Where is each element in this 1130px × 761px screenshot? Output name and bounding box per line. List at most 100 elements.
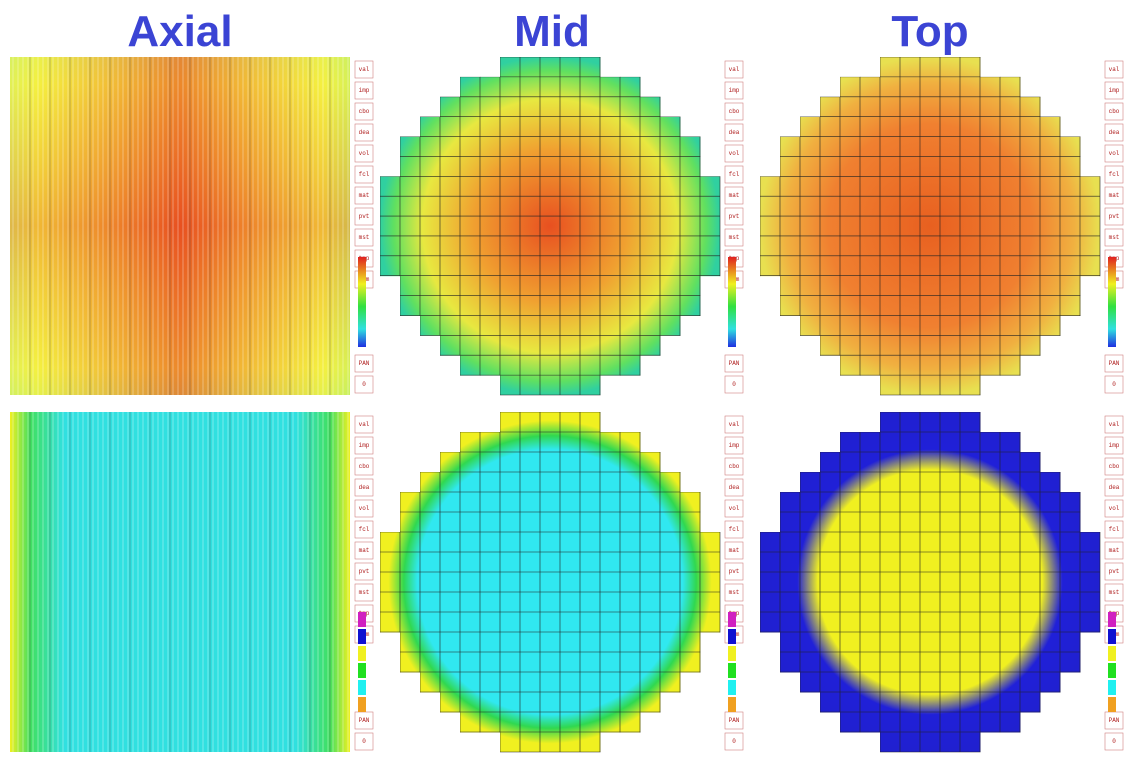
menu-button[interactable]: [1104, 81, 1124, 100]
menu-label: pvt: [729, 568, 740, 575]
menu-button[interactable]: [354, 123, 374, 142]
menu-button[interactable]: [354, 415, 374, 434]
menu-button[interactable]: [1104, 60, 1124, 79]
colorbar-swatch: [1108, 680, 1116, 695]
menu-label: val: [1109, 66, 1120, 73]
menu-button[interactable]: [724, 732, 744, 751]
menu-label: mst: [359, 589, 370, 596]
menu-label: 0: [362, 381, 366, 388]
menu-button[interactable]: [724, 436, 744, 455]
menu-button[interactable]: [724, 207, 744, 226]
menu-label: mat: [729, 547, 740, 554]
menu-label: vol: [729, 150, 740, 157]
menu-label: dea: [729, 484, 740, 491]
menu-label: val: [1109, 421, 1120, 428]
menu-button[interactable]: [354, 732, 374, 751]
colorbar-swatch: [728, 646, 736, 661]
menu-button[interactable]: [1104, 102, 1124, 121]
menu-button[interactable]: [724, 123, 744, 142]
menu-button[interactable]: [724, 520, 744, 539]
menu-label: cbo: [729, 463, 740, 470]
menu-button[interactable]: [1104, 144, 1124, 163]
menu-button[interactable]: [1104, 228, 1124, 247]
menu-button[interactable]: [724, 583, 744, 602]
menu-button[interactable]: [354, 457, 374, 476]
menu-button[interactable]: [724, 186, 744, 205]
menu-label: mat: [729, 192, 740, 199]
column-title: Mid: [514, 7, 590, 56]
menu-button[interactable]: [724, 60, 744, 79]
menu-button[interactable]: [724, 165, 744, 184]
menu-button[interactable]: [1104, 541, 1124, 560]
menu-button[interactable]: [354, 436, 374, 455]
menu-button[interactable]: [724, 499, 744, 518]
menu-button[interactable]: [1104, 415, 1124, 434]
menu-button[interactable]: [724, 457, 744, 476]
menu-label: imp: [729, 442, 740, 449]
menu-button[interactable]: [724, 541, 744, 560]
menu-button[interactable]: [1104, 520, 1124, 539]
menu-label: vol: [1109, 505, 1120, 512]
menu-button[interactable]: [724, 562, 744, 581]
simulation-panel: [10, 412, 350, 752]
menu-label: pvt: [359, 213, 370, 220]
menu-button[interactable]: [1104, 583, 1124, 602]
menu-label: pvt: [1109, 568, 1120, 575]
menu-label: cbo: [729, 108, 740, 115]
colorbar: [1108, 257, 1116, 347]
menu-button[interactable]: [724, 478, 744, 497]
colorbar: [358, 257, 366, 347]
menu-label: 0: [362, 738, 366, 745]
menu-button[interactable]: [354, 354, 374, 373]
menu-button[interactable]: [354, 102, 374, 121]
menu-button[interactable]: [354, 520, 374, 539]
menu-label: PAN: [729, 360, 740, 367]
colorbar-swatch: [728, 680, 736, 695]
colorbar-swatch: [358, 646, 366, 661]
menu-button[interactable]: [354, 375, 374, 394]
menu-button[interactable]: [1104, 478, 1124, 497]
menu-button[interactable]: [1104, 123, 1124, 142]
menu-button[interactable]: [354, 583, 374, 602]
menu-button[interactable]: [724, 228, 744, 247]
field-map: [760, 412, 1100, 752]
menu-label: cbo: [359, 108, 370, 115]
menu-button[interactable]: [1104, 436, 1124, 455]
menu-button[interactable]: [1104, 375, 1124, 394]
menu-button[interactable]: [724, 415, 744, 434]
simulation-panel: [760, 57, 1101, 396]
menu-button[interactable]: [724, 81, 744, 100]
menu-label: cbo: [1109, 463, 1120, 470]
menu-button[interactable]: [1104, 499, 1124, 518]
menu-label: mst: [1109, 589, 1120, 596]
menu-button[interactable]: [354, 228, 374, 247]
colorbar-swatch: [1108, 663, 1116, 678]
menu-button[interactable]: [1104, 165, 1124, 184]
menu-button[interactable]: [354, 499, 374, 518]
menu-button[interactable]: [1104, 457, 1124, 476]
menu-button[interactable]: [354, 60, 374, 79]
menu-label: cbo: [1109, 108, 1120, 115]
menu-button[interactable]: [724, 375, 744, 394]
menu-button[interactable]: [354, 478, 374, 497]
menu-button[interactable]: [1104, 354, 1124, 373]
menu-button[interactable]: [354, 541, 374, 560]
menu-label: mat: [1109, 192, 1120, 199]
menu-label: fcl: [729, 526, 740, 533]
menu-button[interactable]: [1104, 562, 1124, 581]
menu-button[interactable]: [724, 102, 744, 121]
menu-button[interactable]: [1104, 186, 1124, 205]
column-title: Axial: [127, 7, 232, 56]
menu-button[interactable]: [354, 144, 374, 163]
menu-button[interactable]: [1104, 732, 1124, 751]
menu-button[interactable]: [1104, 207, 1124, 226]
menu-button[interactable]: [354, 562, 374, 581]
menu-label: cbo: [359, 463, 370, 470]
menu-button[interactable]: [354, 186, 374, 205]
colorbar-swatch: [358, 612, 366, 627]
menu-button[interactable]: [354, 165, 374, 184]
menu-button[interactable]: [354, 81, 374, 100]
menu-button[interactable]: [354, 207, 374, 226]
menu-button[interactable]: [724, 144, 744, 163]
menu-button[interactable]: [724, 354, 744, 373]
